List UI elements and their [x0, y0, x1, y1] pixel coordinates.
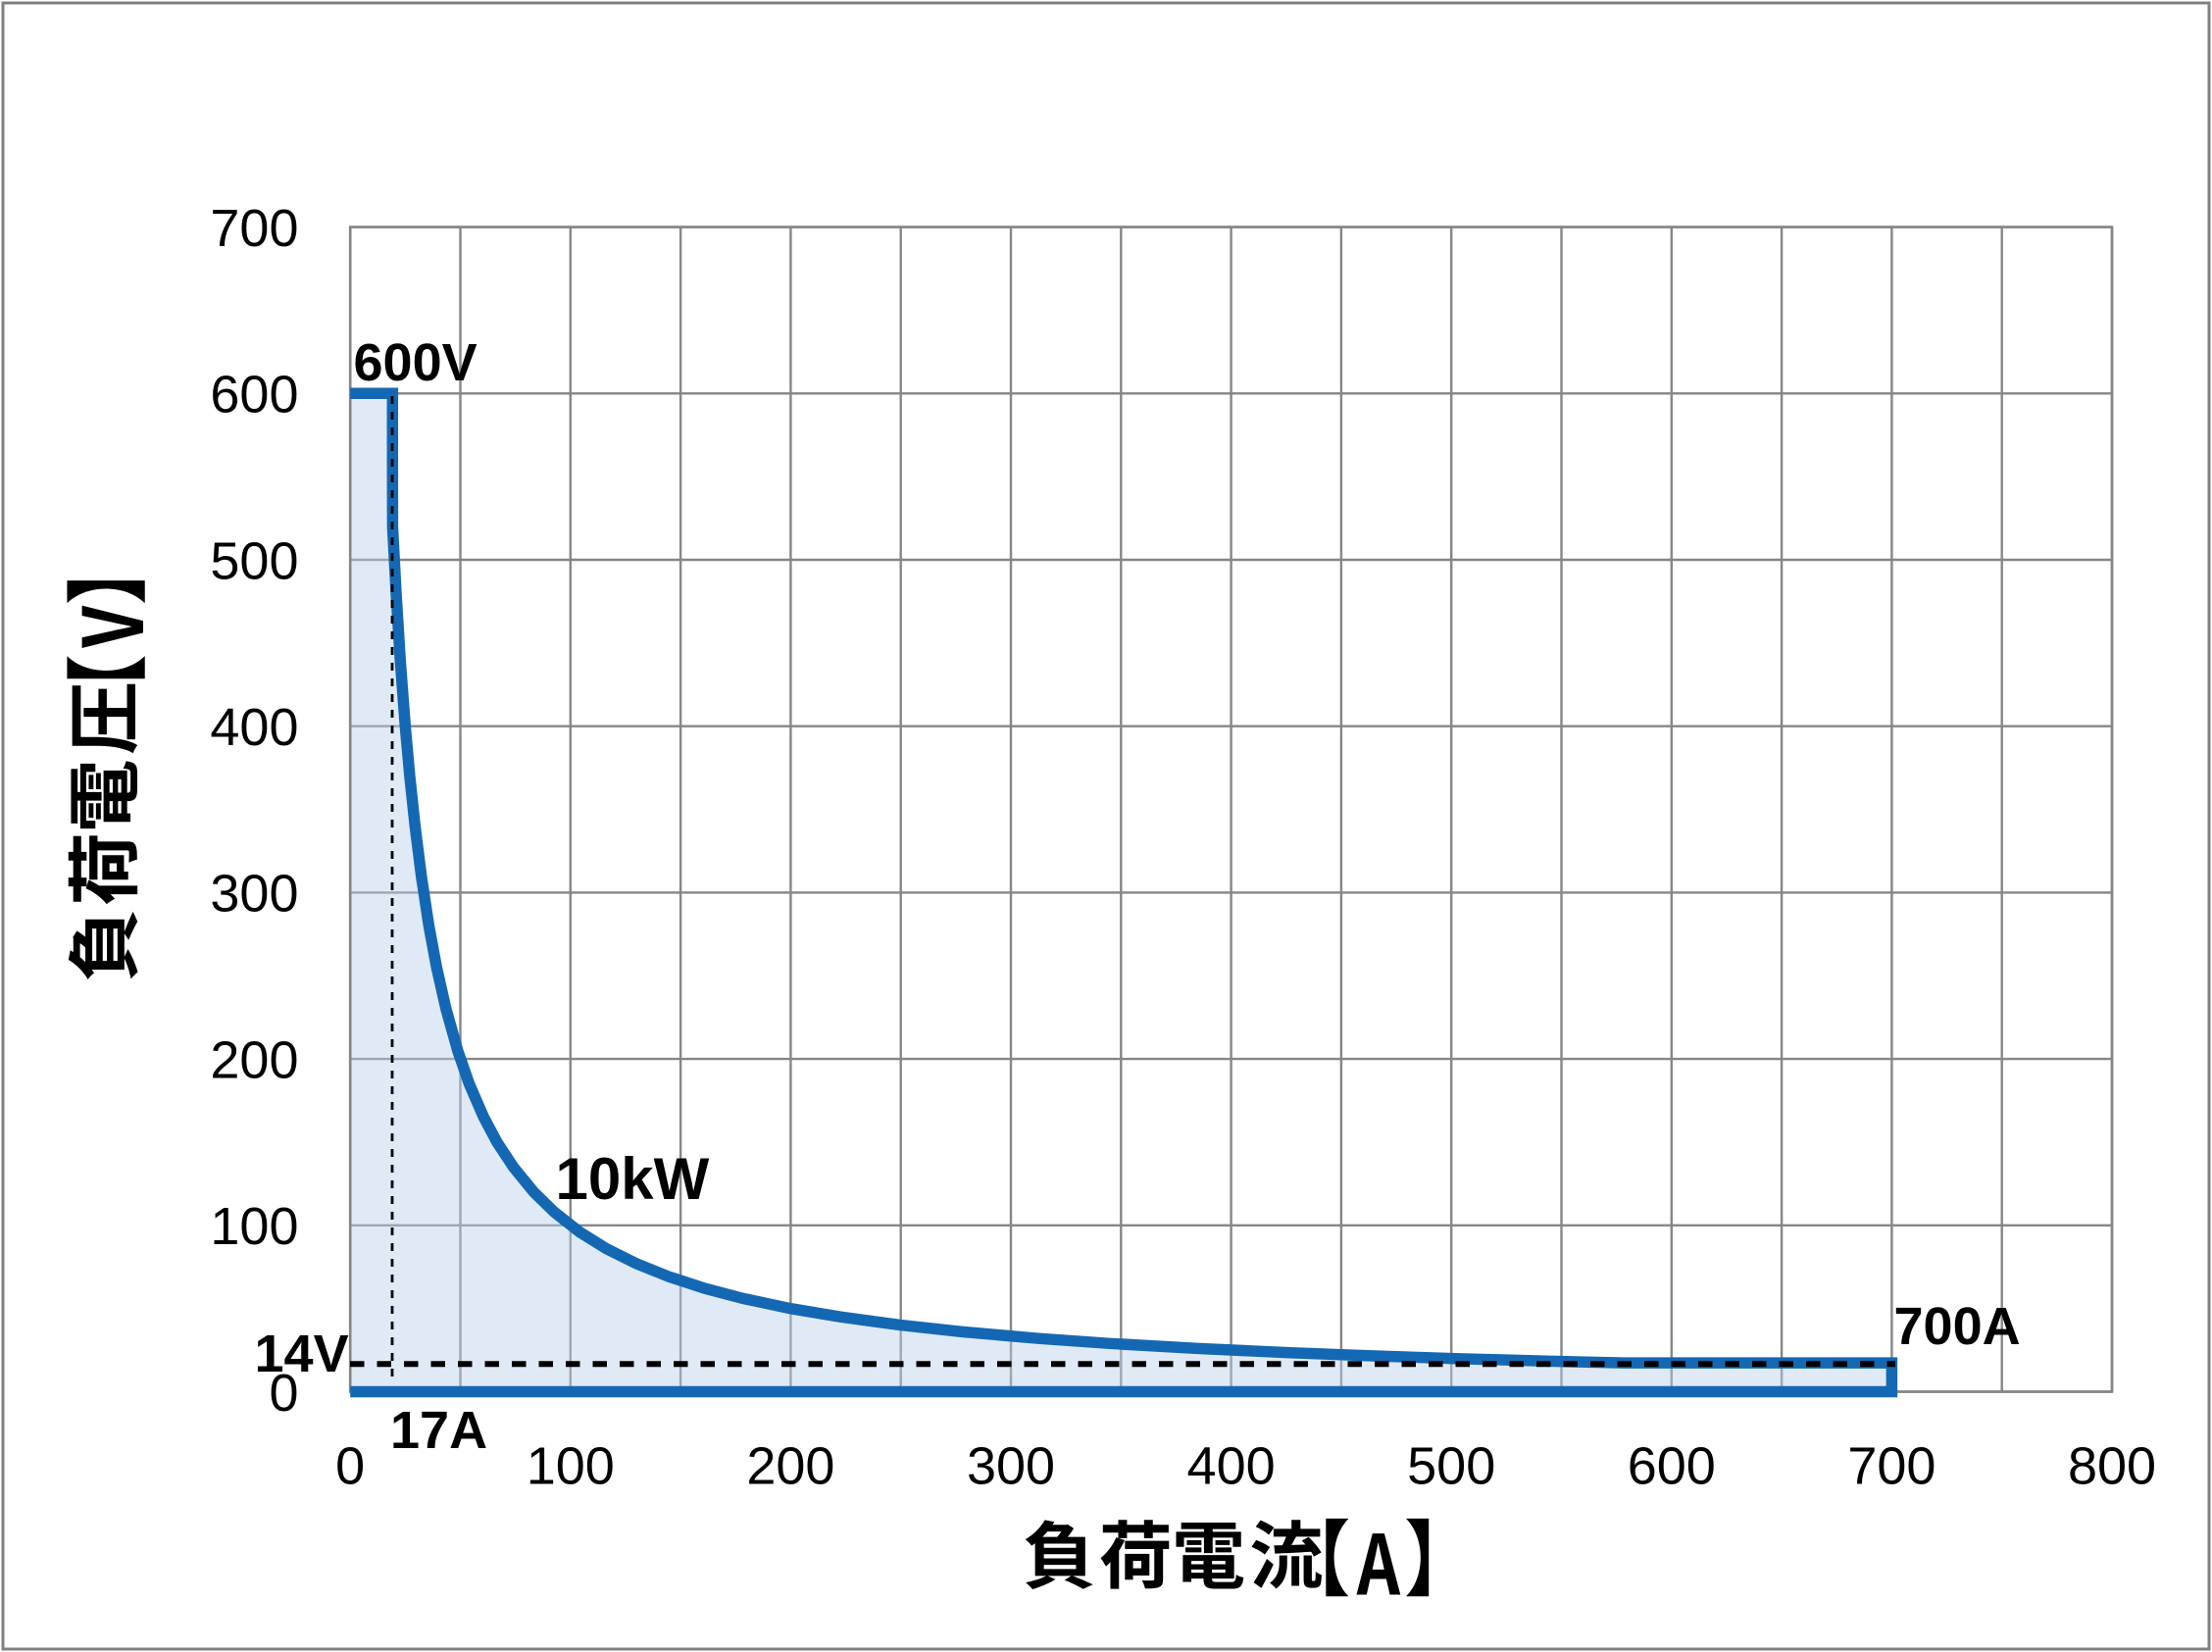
svg-text:200: 200 — [210, 1030, 298, 1089]
svg-text:500: 500 — [1407, 1437, 1495, 1496]
svg-text:14V: 14V — [255, 1325, 349, 1383]
svg-text:600V: 600V — [354, 333, 478, 392]
svg-text:700: 700 — [1847, 1437, 1936, 1496]
svg-text:0: 0 — [269, 1364, 298, 1423]
svg-text:0: 0 — [335, 1437, 365, 1496]
svg-text:500: 500 — [210, 531, 298, 590]
svg-text:100: 100 — [210, 1197, 298, 1256]
svg-text:400: 400 — [1187, 1437, 1276, 1496]
svg-text:10kW: 10kW — [556, 1146, 710, 1212]
svg-text:600: 600 — [210, 366, 298, 425]
svg-text:100: 100 — [527, 1437, 615, 1496]
svg-text:17A: 17A — [390, 1401, 487, 1460]
svg-text:700A: 700A — [1894, 1297, 2021, 1356]
svg-text:300: 300 — [967, 1437, 1055, 1496]
svg-text:600: 600 — [1628, 1437, 1716, 1496]
svg-text:400: 400 — [210, 698, 298, 757]
svg-text:200: 200 — [746, 1437, 834, 1496]
svg-text:300: 300 — [210, 865, 298, 924]
svg-text:800: 800 — [2068, 1437, 2156, 1496]
svg-text:700: 700 — [210, 199, 298, 258]
